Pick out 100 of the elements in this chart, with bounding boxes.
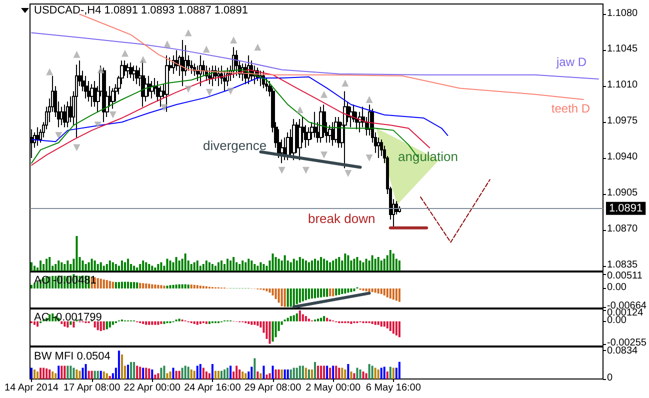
bar	[84, 364, 87, 379]
bar	[302, 288, 304, 302]
point	[184, 86, 192, 93]
candlestick	[93, 80, 97, 108]
bar	[145, 283, 148, 288]
bar	[34, 266, 36, 271]
bar	[290, 369, 292, 379]
bar	[323, 258, 326, 271]
bar	[114, 282, 117, 288]
bar	[380, 368, 382, 379]
point	[230, 36, 238, 44]
candlestick	[217, 67, 220, 87]
bar	[256, 321, 259, 326]
candlestick	[328, 124, 332, 144]
bar	[338, 368, 340, 379]
bar	[178, 284, 180, 288]
bar	[178, 370, 180, 379]
bar	[196, 366, 198, 379]
bar	[175, 370, 178, 379]
bar	[323, 366, 326, 379]
bar	[40, 368, 42, 379]
bar	[280, 288, 283, 306]
bar	[217, 262, 220, 271]
bar	[154, 374, 156, 379]
point	[73, 144, 80, 152]
bar	[256, 266, 259, 271]
candlestick	[69, 96, 72, 123]
bar	[169, 260, 172, 271]
bar	[274, 288, 277, 300]
bar	[383, 258, 386, 271]
bar	[106, 321, 108, 330]
x-tick-label: 14 Apr 2014	[4, 382, 59, 394]
bar	[338, 257, 340, 271]
bar	[362, 262, 364, 271]
y-tick-label: 1.0940	[607, 152, 638, 163]
bar	[193, 284, 196, 288]
bar	[389, 288, 392, 299]
x-tick-label: 6 May 16:00	[366, 382, 422, 394]
bar	[250, 366, 253, 379]
point	[140, 56, 147, 63]
line-series	[31, 76, 448, 142]
x-tick-label: 22 Apr 00:00	[124, 382, 181, 394]
bar	[226, 368, 229, 379]
ref-line-label: 1.0891	[609, 202, 643, 214]
bar	[154, 284, 156, 288]
bar	[290, 288, 292, 307]
bar	[302, 366, 304, 379]
bar	[214, 370, 216, 379]
bar	[341, 288, 344, 294]
bar	[371, 321, 374, 324]
bar	[386, 372, 388, 379]
bar	[230, 260, 232, 271]
bar	[317, 288, 320, 298]
candlestick	[232, 46, 235, 78]
bar	[139, 264, 142, 271]
point	[55, 132, 62, 139]
bar	[298, 257, 301, 271]
bar	[139, 282, 142, 288]
bar	[284, 288, 286, 307]
bar	[371, 255, 374, 271]
bar	[160, 368, 162, 379]
bar	[377, 288, 380, 294]
bar	[290, 316, 292, 322]
bar	[42, 368, 45, 379]
bar	[169, 285, 172, 288]
candlestick	[199, 54, 202, 87]
bar	[211, 364, 214, 379]
bar	[362, 372, 364, 379]
bar	[142, 321, 144, 324]
bar	[118, 282, 120, 288]
bar	[392, 368, 394, 379]
bar	[365, 288, 368, 292]
bar	[108, 321, 111, 328]
bar	[236, 366, 238, 379]
bar	[190, 369, 192, 379]
bar	[96, 321, 99, 330]
candlestick	[156, 80, 160, 102]
bar	[84, 264, 87, 271]
bar	[102, 266, 105, 271]
bar	[347, 364, 350, 379]
annotation: divergence	[203, 138, 267, 153]
bar	[374, 321, 376, 325]
bar	[350, 321, 352, 324]
bar	[260, 262, 262, 271]
bar	[136, 282, 138, 288]
bar	[254, 264, 256, 271]
bar	[142, 368, 144, 379]
bar	[304, 260, 307, 271]
bar	[70, 366, 72, 379]
bar	[48, 257, 51, 271]
point	[109, 111, 116, 118]
bar	[175, 257, 178, 271]
bar	[320, 288, 322, 298]
bar	[338, 288, 340, 295]
bar	[184, 254, 186, 271]
bar	[304, 288, 307, 300]
bar	[302, 258, 304, 271]
bar	[193, 262, 196, 271]
bar	[175, 284, 178, 288]
bar	[395, 321, 398, 336]
